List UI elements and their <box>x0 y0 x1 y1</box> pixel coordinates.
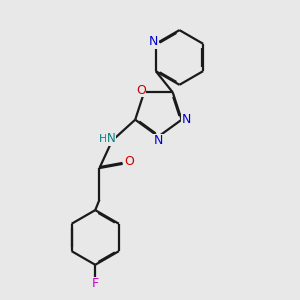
Text: N: N <box>182 113 191 126</box>
Text: N: N <box>154 134 163 147</box>
Text: O: O <box>136 84 146 97</box>
Text: N: N <box>149 35 158 48</box>
Text: N: N <box>107 132 116 145</box>
Text: H: H <box>99 134 107 144</box>
Text: O: O <box>124 155 134 168</box>
Text: F: F <box>92 277 99 290</box>
